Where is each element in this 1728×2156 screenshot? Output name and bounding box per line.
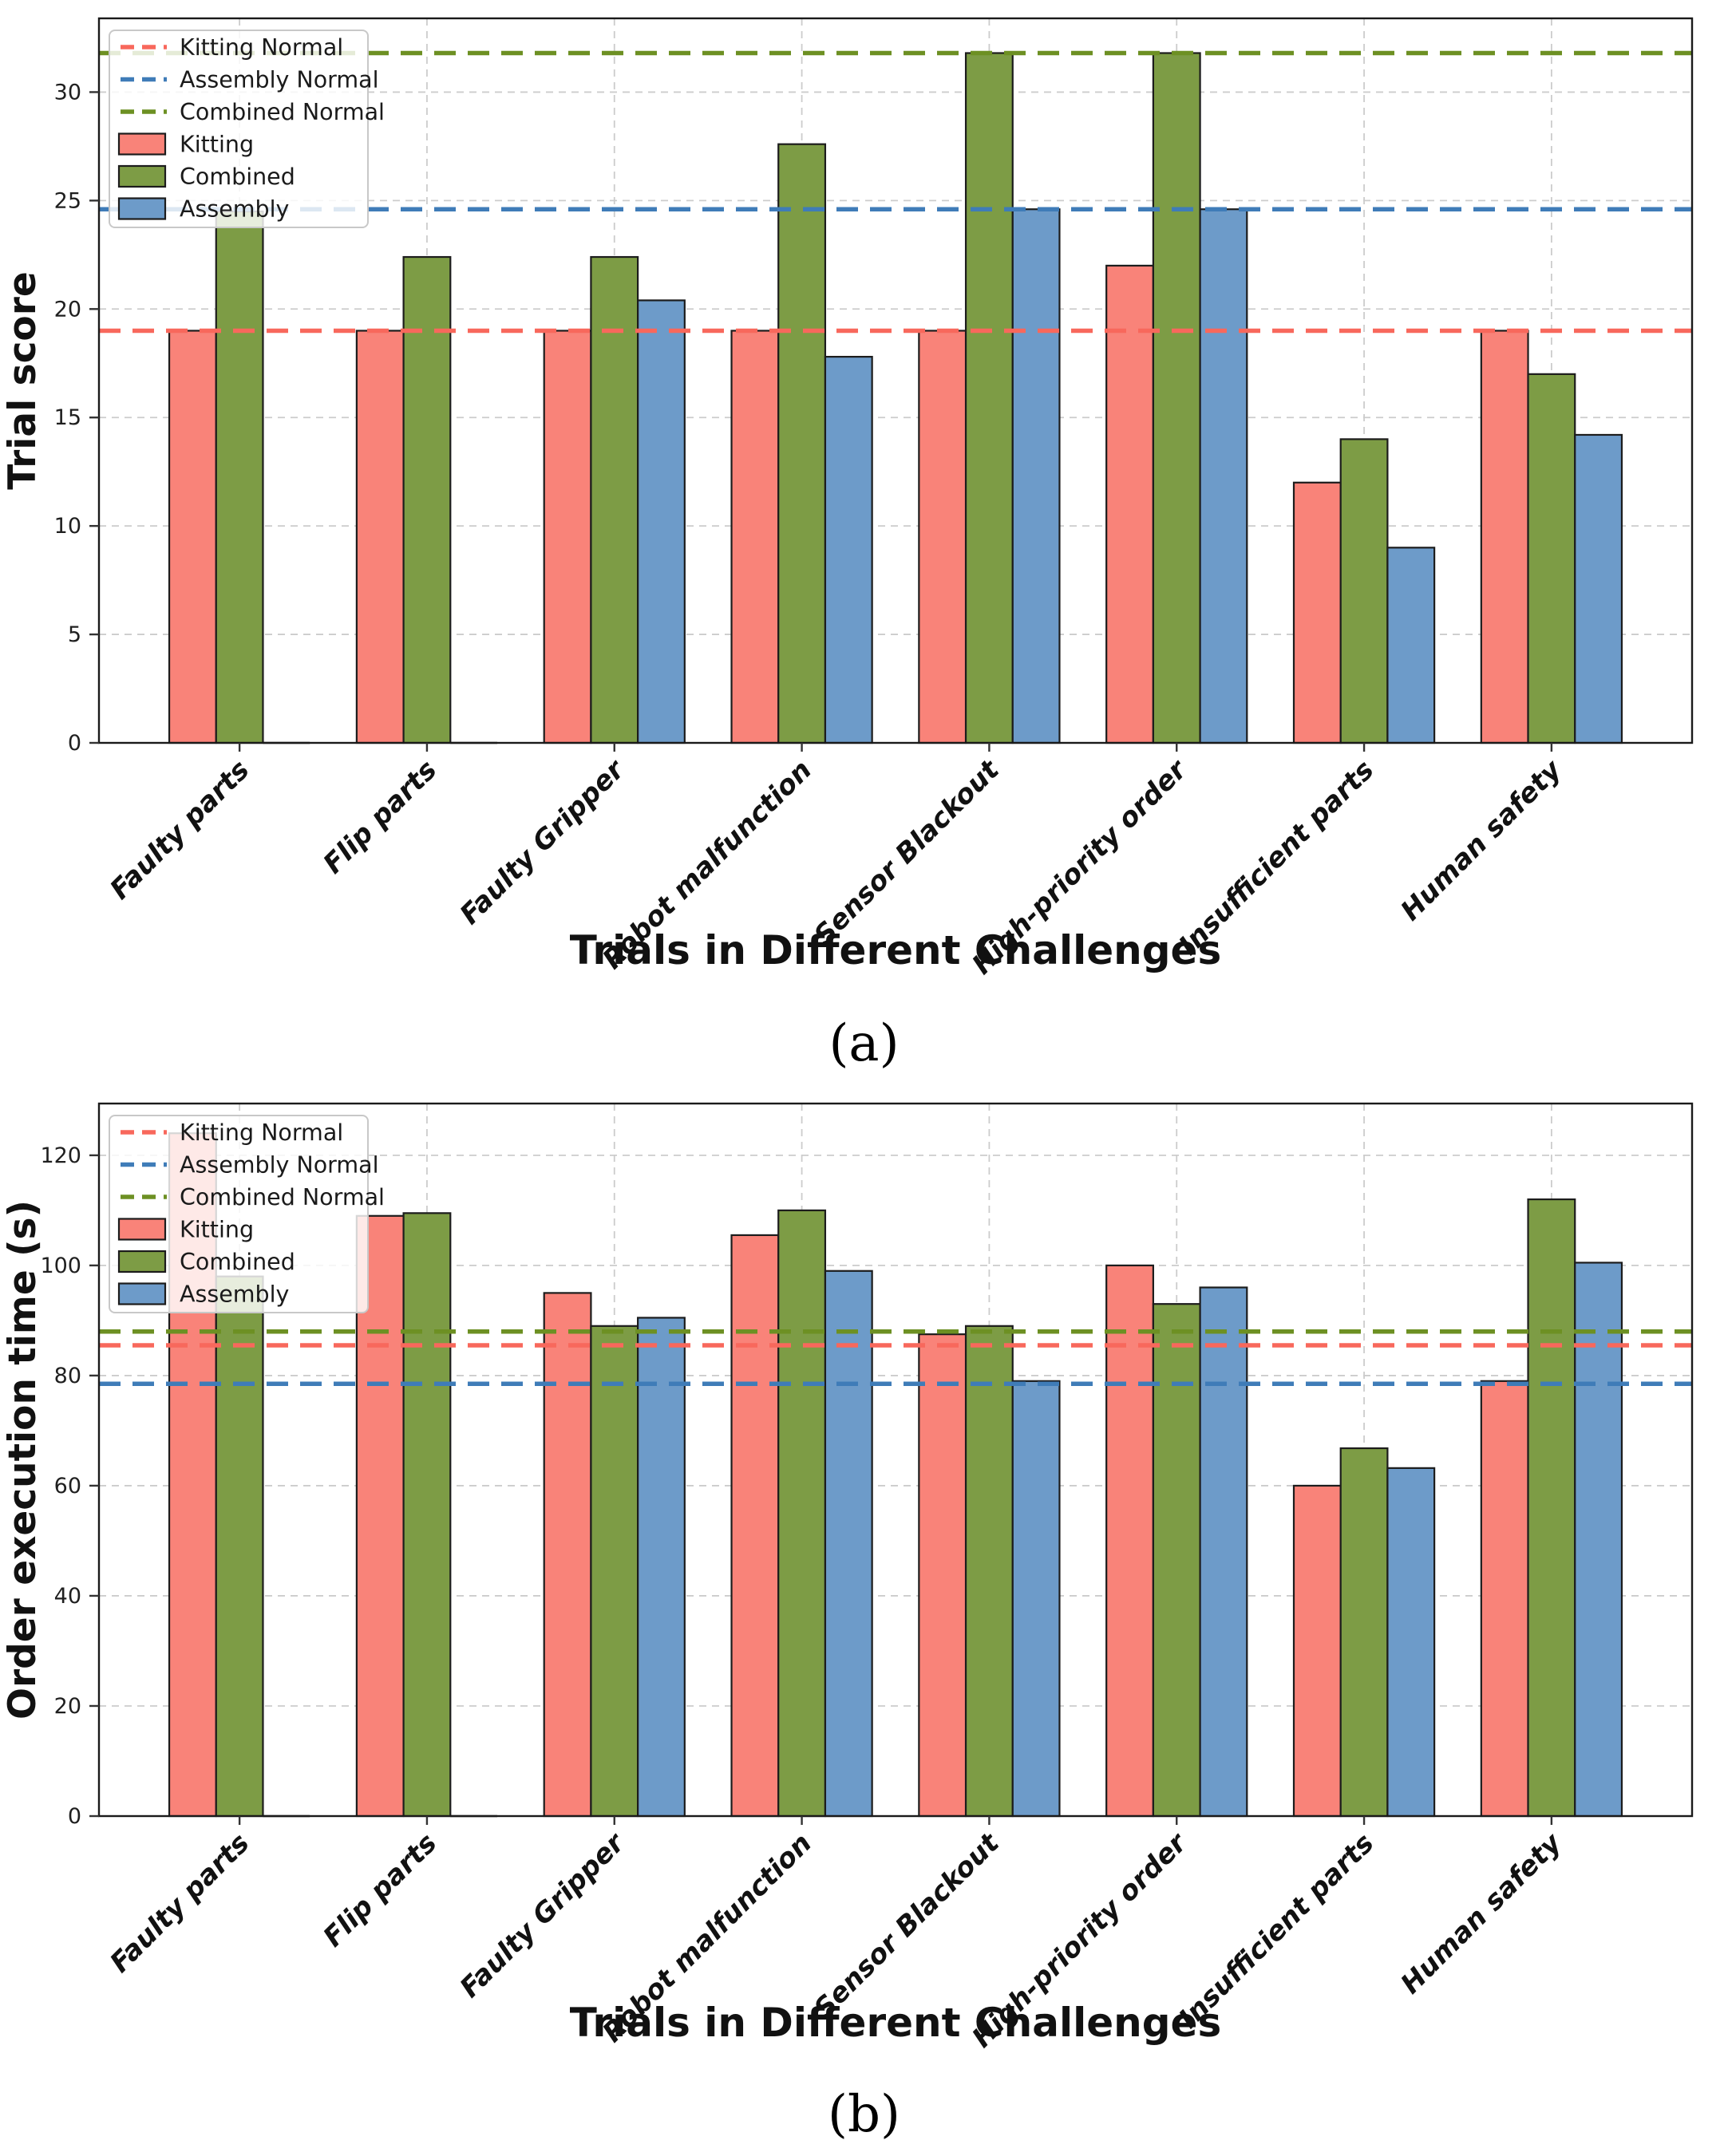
y-tick-label: 40	[54, 1584, 81, 1609]
bar-kitting-0	[168, 330, 217, 744]
y-tick-label: 60	[54, 1474, 81, 1499]
bar-combined-3	[777, 143, 827, 744]
x-tick-label: Faulty parts	[104, 754, 255, 906]
legend-label: Assembly Normal	[180, 67, 379, 93]
x-tick-label: Flip parts	[317, 1827, 443, 1953]
y-tick-label: 25	[54, 188, 81, 213]
plot-border	[97, 17, 1694, 744]
bar-kitting-5	[1105, 1264, 1154, 1818]
bar-combined-0	[215, 1275, 264, 1818]
x-axis-title: Trials in Different Challenges	[570, 2000, 1221, 2046]
legend-label: Combined Normal	[180, 99, 385, 125]
y-axis-title: Trial score	[1, 271, 45, 490]
y-tick-label: 20	[54, 1694, 81, 1719]
legend-patch	[117, 1218, 167, 1241]
bar-kitting-4	[918, 1333, 967, 1818]
panel-a-caption: (a)	[828, 1014, 900, 1073]
bar-combined-3	[777, 1209, 827, 1818]
bar-kitting-3	[730, 1234, 780, 1818]
bar-kitting-6	[1292, 1484, 1342, 1818]
bar-kitting-1	[355, 330, 405, 744]
bar-assembly-4	[1011, 1380, 1061, 1818]
plot-border	[97, 1102, 1694, 1818]
bar-kitting-7	[1480, 330, 1529, 744]
legend-label: Assembly	[180, 196, 289, 223]
legend-label: Assembly	[180, 1281, 289, 1308]
bar-combined-5	[1152, 1303, 1201, 1818]
x-tick-label: Faulty Gripper	[454, 753, 632, 931]
legend-label: Kitting Normal	[180, 34, 343, 61]
bar-kitting-7	[1480, 1380, 1529, 1818]
y-tick-label: 10	[54, 514, 81, 539]
legend-box	[109, 1115, 369, 1313]
bar-assembly-5	[1199, 208, 1248, 744]
legend-label: Combined	[180, 1249, 295, 1275]
bar-combined-7	[1527, 1198, 1576, 1818]
bar-assembly-7	[1574, 433, 1623, 744]
panel-b-caption: (b)	[828, 2085, 900, 2144]
legend-label: Combined	[180, 164, 295, 190]
bar-kitting-5	[1105, 264, 1154, 744]
x-tick-label: Faulty Gripper	[454, 1826, 632, 2004]
bar-assembly-2	[637, 299, 686, 744]
bar-assembly-5	[1199, 1286, 1248, 1818]
bar-combined-6	[1339, 1447, 1389, 1818]
x-tick-label: Sensor Blackout	[808, 1826, 1006, 2025]
bar-kitting-2	[543, 1292, 592, 1818]
y-tick-label: 30	[54, 80, 81, 105]
x-tick-label: Sensor Blackout	[808, 753, 1006, 952]
bar-combined-4	[964, 1325, 1014, 1818]
x-axis-title: Trials in Different Challenges	[570, 927, 1221, 973]
bar-combined-5	[1152, 52, 1201, 744]
bar-assembly-3	[824, 355, 873, 744]
bar-kitting-6	[1292, 481, 1342, 744]
y-axis-title: Order execution time (s)	[1, 1200, 45, 1720]
bar-assembly-2	[637, 1317, 686, 1818]
bar-assembly-6	[1386, 547, 1436, 744]
y-tick-label: 0	[68, 1804, 81, 1829]
legend-label: Assembly Normal	[180, 1152, 379, 1179]
legend-patch	[117, 197, 167, 220]
legend-box	[109, 30, 369, 228]
bar-combined-4	[964, 52, 1014, 744]
y-tick-label: 15	[54, 405, 81, 430]
bar-kitting-4	[918, 330, 967, 744]
y-tick-label: 20	[54, 297, 81, 322]
y-tick-label: 100	[40, 1254, 81, 1278]
x-tick-label: Human safety	[1394, 753, 1568, 927]
legend-patch	[117, 1282, 167, 1305]
bar-assembly-3	[824, 1270, 873, 1818]
bar-assembly-6	[1386, 1467, 1436, 1818]
legend-patch	[117, 132, 167, 156]
bar-combined-6	[1339, 438, 1389, 744]
y-tick-label: 120	[40, 1143, 81, 1168]
bar-combined-2	[590, 1325, 639, 1818]
x-tick-label: Flip parts	[317, 754, 443, 880]
y-tick-label: 5	[68, 622, 81, 647]
legend-patch	[117, 164, 167, 188]
bar-assembly-4	[1011, 208, 1061, 744]
legend-label: Combined Normal	[180, 1184, 385, 1210]
bar-combined-1	[402, 1212, 452, 1818]
bar-assembly-7	[1574, 1262, 1623, 1818]
bar-kitting-1	[355, 1214, 405, 1818]
legend-label: Kitting	[180, 132, 254, 158]
bar-kitting-2	[543, 330, 592, 744]
bar-combined-7	[1527, 373, 1576, 744]
legend-patch	[117, 1250, 167, 1273]
legend-label: Kitting Normal	[180, 1119, 343, 1146]
legend-label: Kitting	[180, 1217, 254, 1243]
bar-combined-1	[402, 255, 452, 744]
bar-kitting-3	[730, 330, 780, 744]
y-tick-label: 80	[54, 1364, 81, 1388]
x-tick-label: Faulty parts	[104, 1827, 255, 1979]
y-tick-label: 0	[68, 731, 81, 756]
x-tick-label: Human safety	[1394, 1826, 1568, 2000]
bar-combined-0	[215, 210, 264, 744]
